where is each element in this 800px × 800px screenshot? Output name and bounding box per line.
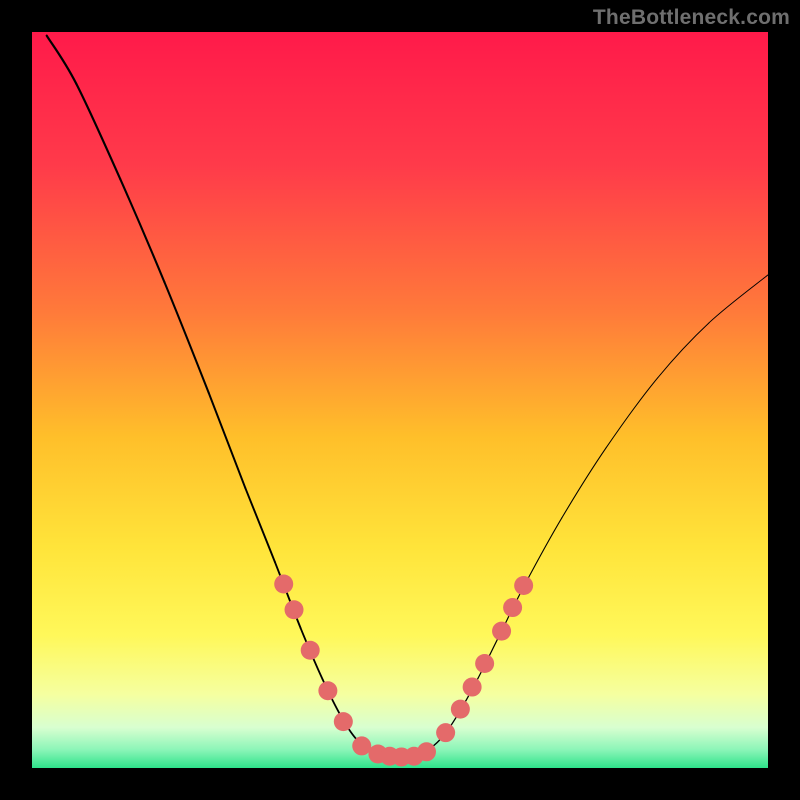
marker-dot	[352, 736, 371, 755]
marker-dot	[334, 712, 353, 731]
marker-dot	[503, 598, 522, 617]
plot-area	[32, 32, 768, 768]
marker-dot	[451, 700, 470, 719]
marker-dot	[301, 641, 320, 660]
gradient-background	[32, 32, 768, 768]
marker-dot	[274, 575, 293, 594]
marker-dot	[492, 622, 511, 641]
watermark-label: TheBottleneck.com	[593, 6, 790, 30]
marker-dot	[463, 678, 482, 697]
marker-dot	[475, 654, 494, 673]
marker-dot	[436, 723, 455, 742]
chart-frame: TheBottleneck.com	[0, 0, 800, 800]
marker-dot	[514, 576, 533, 595]
marker-dot	[417, 742, 436, 761]
marker-dot	[285, 600, 304, 619]
bottleneck-curve-chart	[32, 32, 768, 768]
marker-dot	[318, 681, 337, 700]
